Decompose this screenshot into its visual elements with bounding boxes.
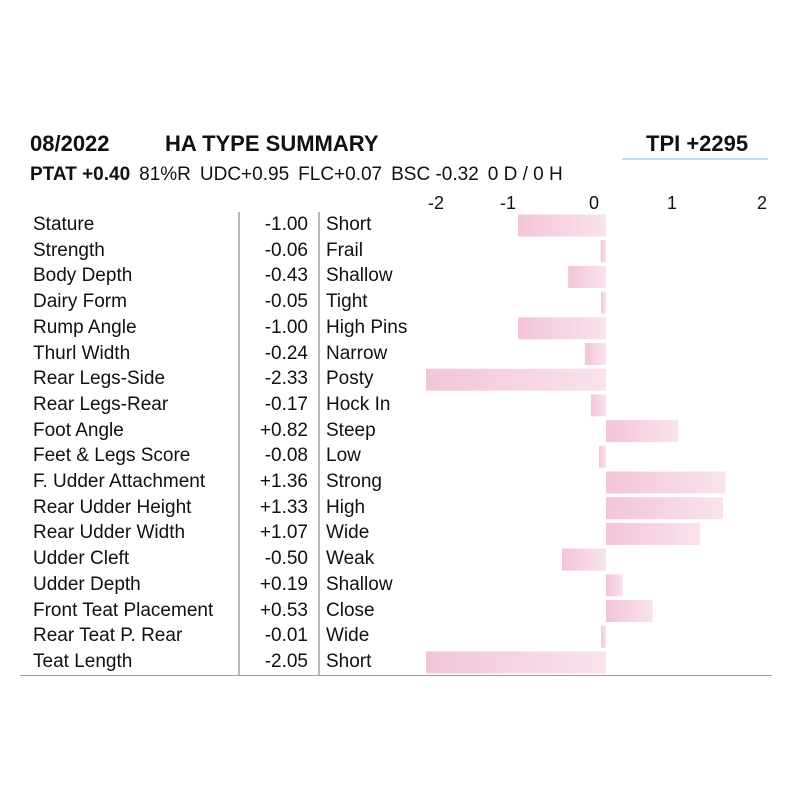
trait-row: Rear Udder Width +1.07 Wide (0, 522, 800, 548)
trait-row: Rear Legs-Side -2.33 Posty (0, 368, 800, 394)
trait-row: Body Depth -0.43 Shallow (0, 265, 800, 291)
trait-row: Foot Angle +0.82 Steep (0, 420, 800, 446)
trait-value: -2.33 (264, 368, 308, 390)
trait-value: -0.50 (264, 548, 308, 570)
trait-name: Rear Legs-Side (33, 368, 166, 390)
reliability-value: 81%R (139, 164, 191, 185)
trait-row: Udder Depth +0.19 Shallow (0, 574, 800, 600)
trait-name: Rump Angle (33, 316, 137, 338)
trait-value: -1.00 (264, 214, 308, 235)
tpi-underline (622, 158, 768, 160)
trait-row: F. Udder Attachment +1.36 Strong (0, 471, 800, 497)
trait-row: Front Teat Placement +0.53 Close (0, 600, 800, 626)
trait-descriptor: Close (326, 599, 375, 621)
trait-descriptor: Low (326, 445, 361, 467)
trait-descriptor: Weak (326, 548, 375, 570)
bsc-value: BSC -0.32 (391, 164, 479, 185)
trait-row: Feet & Legs Score -0.08 Low (0, 445, 800, 471)
trait-value: -0.17 (264, 393, 308, 415)
column-divider (238, 212, 240, 676)
trait-descriptor: Strong (326, 471, 382, 492)
trait-descriptor: Frail (326, 239, 363, 261)
table-bottom-rule (20, 675, 772, 676)
trait-row: Rear Udder Height +1.33 High (0, 497, 800, 523)
trait-descriptor: Shallow (326, 265, 393, 287)
trait-name: Foot Angle (33, 419, 124, 441)
trait-descriptor: Wide (326, 522, 370, 544)
trait-value: -1.00 (264, 316, 308, 338)
x-tick-label: -1 (499, 193, 517, 213)
flc-value: FLC+0.07 (298, 164, 383, 185)
trait-row: Thurl Width -0.24 Narrow (0, 343, 800, 369)
trait-value: +0.19 (259, 573, 308, 595)
trait-descriptor: Wide (326, 625, 370, 647)
trait-value: +1.33 (259, 496, 308, 518)
tpi-value: TPI +2295 (646, 131, 749, 156)
x-tick-label: -2 (427, 193, 445, 213)
trait-descriptor: Short (326, 650, 372, 672)
trait-name: Dairy Form (33, 291, 127, 313)
trait-name: Udder Cleft (33, 548, 130, 570)
trait-value: -0.43 (264, 265, 308, 287)
trait-name: Body Depth (33, 265, 133, 287)
report-title: HA TYPE SUMMARY (165, 131, 379, 156)
trait-name: Strength (33, 239, 105, 261)
trait-name: Feet & Legs Score (33, 445, 191, 467)
trait-value: -0.05 (264, 291, 308, 313)
ptat-value: PTAT +0.40 (30, 164, 131, 185)
trait-name: Rear Udder Height (33, 496, 192, 518)
trait-value: -0.08 (264, 445, 308, 467)
trait-descriptor: High (326, 496, 366, 518)
trait-row: Rear Legs-Rear -0.17 Hock In (0, 394, 800, 420)
trait-value: +0.82 (259, 419, 308, 441)
trait-row: Rear Teat P. Rear -0.01 Wide (0, 625, 800, 651)
trait-name: Thurl Width (33, 342, 131, 364)
trait-row: Dairy Form -0.05 Tight (0, 291, 800, 317)
trait-name: Front Teat Placement (33, 599, 214, 621)
trait-name: F. Udder Attachment (33, 471, 206, 492)
trait-value: -2.05 (264, 650, 308, 672)
column-divider (318, 212, 320, 676)
trait-row: Rump Angle -1.00 High Pins (0, 317, 800, 343)
trait-name: Rear Teat P. Rear (33, 625, 183, 647)
trait-descriptor: Tight (326, 291, 368, 313)
udc-value: UDC+0.95 (199, 164, 290, 185)
trait-descriptor: Hock In (326, 393, 391, 415)
trait-name: Rear Legs-Rear (33, 393, 169, 415)
trait-row: Teat Length -2.05 Short (0, 651, 800, 677)
x-tick-label: 0 (588, 193, 600, 213)
trait-descriptor: Posty (326, 368, 374, 390)
trait-name: Rear Udder Width (33, 522, 186, 544)
trait-descriptor: Steep (326, 419, 376, 441)
trait-name: Stature (33, 214, 95, 235)
daughters-herds: 0 D / 0 H (487, 164, 563, 185)
trait-descriptor: Narrow (326, 342, 388, 364)
trait-value: +1.07 (259, 522, 308, 544)
trait-name: Udder Depth (33, 573, 141, 595)
trait-value: -0.01 (264, 625, 308, 647)
trait-descriptor: High Pins (326, 316, 408, 338)
trait-value: -0.24 (264, 342, 308, 364)
trait-value: +1.36 (259, 471, 308, 492)
trait-name: Teat Length (33, 650, 133, 672)
trait-row: Stature -1.00 Short (0, 214, 800, 240)
trait-value: +0.53 (259, 599, 308, 621)
summary-line: PTAT +0.40 81%R UDC+0.95 FLC+0.07 BSC -0.32 0… (30, 164, 572, 186)
x-tick-label: 2 (756, 193, 768, 213)
trait-row: Udder Cleft -0.50 Weak (0, 548, 800, 574)
x-tick-label: 1 (666, 193, 678, 213)
trait-value: -0.06 (264, 239, 308, 261)
trait-row: Strength -0.06 Frail (0, 240, 800, 266)
trait-descriptor: Short (326, 214, 372, 235)
report-date: 08/2022 (30, 131, 110, 156)
trait-descriptor: Shallow (326, 573, 393, 595)
